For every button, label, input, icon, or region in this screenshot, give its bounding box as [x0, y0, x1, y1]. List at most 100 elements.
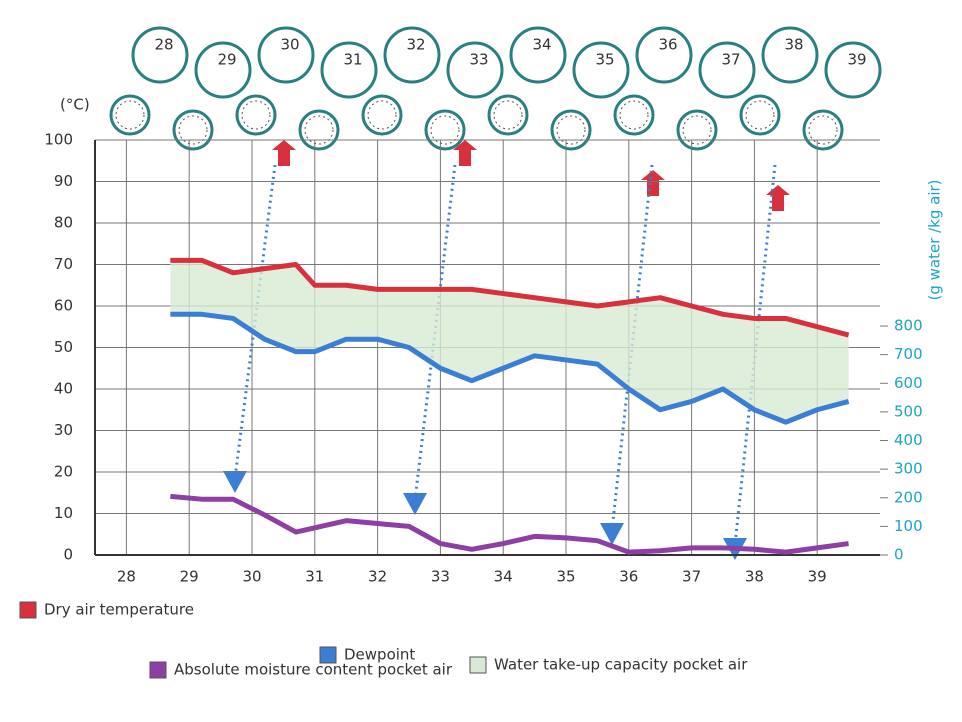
- y-tick-label: 20: [54, 463, 73, 481]
- flow-arrow-head: [403, 493, 427, 515]
- gauge-face: [241, 100, 271, 130]
- y-tick-label: 10: [54, 504, 73, 522]
- gauge: [172, 109, 214, 151]
- series-line: [170, 257, 850, 338]
- cylinder-label: 37: [721, 51, 740, 69]
- gauge: [676, 109, 718, 151]
- cylinder-label: 32: [406, 36, 425, 54]
- gauge-face: [808, 115, 838, 145]
- gauge: [298, 109, 340, 151]
- y2-tick-label: 100: [894, 517, 923, 535]
- gauge: [487, 94, 529, 136]
- gauge: [550, 109, 592, 151]
- red-arrows: [272, 140, 790, 211]
- cylinder: [131, 26, 189, 84]
- cylinder-label: 29: [217, 51, 236, 69]
- gauge-face: [304, 115, 334, 145]
- x-tick-label: 38: [745, 568, 764, 586]
- x-tick-label: 39: [808, 568, 827, 586]
- gauge: [424, 109, 466, 151]
- y2-axis-label: (g water /kg air): [926, 179, 944, 300]
- legend-label: Absolute moisture content pocket air: [174, 661, 453, 679]
- flow-arrow: [610, 164, 654, 531]
- y2-tick-label: 400: [894, 431, 923, 449]
- capacity-band: [170, 260, 849, 423]
- cylinder: [761, 26, 819, 84]
- gauge: [235, 94, 277, 136]
- gauge: [739, 94, 781, 136]
- gauge-face: [367, 100, 397, 130]
- y-tick-label: 50: [54, 338, 73, 356]
- x-tick-label: 37: [682, 568, 701, 586]
- cylinder: [509, 26, 567, 84]
- flow-arrow-head: [223, 471, 247, 493]
- cylinder: [572, 41, 630, 99]
- x-tick-label: 28: [117, 568, 136, 586]
- gauge-face: [493, 100, 523, 130]
- y2-tick-label: 300: [894, 460, 923, 478]
- flow-arrow-head: [600, 523, 624, 545]
- gauge-face: [619, 100, 649, 130]
- cylinder-label: 34: [532, 36, 551, 54]
- x-tick-label: 32: [368, 568, 387, 586]
- cylinder: [320, 41, 378, 99]
- legend-label: Dewpoint: [344, 646, 415, 664]
- flow-arrow: [733, 164, 777, 546]
- legend-swatch: [19, 601, 37, 619]
- cylinder-label: 31: [343, 51, 362, 69]
- y2-tick-label: 800: [894, 317, 923, 335]
- cylinder-label: 36: [658, 36, 677, 54]
- series-line: [170, 493, 849, 555]
- cylinder-label: 35: [595, 51, 614, 69]
- gauge: [109, 94, 151, 136]
- cylinder: [635, 26, 693, 84]
- cylinder-label: 39: [847, 51, 866, 69]
- y2-tick-label: 600: [894, 374, 923, 392]
- cylinder-label: 38: [784, 36, 803, 54]
- gauge-face: [178, 115, 208, 145]
- gauge-face: [745, 100, 775, 130]
- gauge: [613, 94, 655, 136]
- y-tick-label: 90: [54, 172, 73, 190]
- gauge-face: [556, 115, 586, 145]
- y-tick-label: 0: [63, 546, 73, 564]
- x-tick-label: 31: [305, 568, 324, 586]
- gauge: [802, 109, 844, 151]
- cylinder: [446, 41, 504, 99]
- y-tick-label: 100: [44, 131, 73, 149]
- y-tick-label: 40: [54, 380, 73, 398]
- legend-swatch: [149, 661, 167, 679]
- y-tick-label: 30: [54, 421, 73, 439]
- gauge: [361, 94, 403, 136]
- cylinder: [194, 41, 252, 99]
- gauge-face: [682, 115, 712, 145]
- legend-swatch: [319, 646, 337, 664]
- y-tick-label: 80: [54, 214, 73, 232]
- series-line: [170, 311, 850, 425]
- y2-tick-label: 200: [894, 488, 923, 506]
- cylinder-label: 33: [469, 51, 488, 69]
- legend-swatch: [469, 656, 487, 674]
- cylinder: [824, 41, 882, 99]
- legend-label: Dry air temperature: [44, 601, 194, 619]
- x-tick-label: 29: [180, 568, 199, 586]
- y-tick-label: 60: [54, 297, 73, 315]
- y2-tick-label: 700: [894, 345, 923, 363]
- y2-tick-label: 500: [894, 402, 923, 420]
- x-tick-label: 34: [494, 568, 513, 586]
- legend-label: Water take-up capacity pocket air: [494, 656, 748, 674]
- cylinder: [383, 26, 441, 84]
- y-axis-label: (°C): [60, 96, 90, 114]
- gauge-face: [115, 100, 145, 130]
- x-tick-label: 33: [431, 568, 450, 586]
- y-tick-label: 70: [54, 255, 73, 273]
- gauge-face: [430, 115, 460, 145]
- x-tick-label: 30: [242, 568, 261, 586]
- cylinder-label: 28: [154, 36, 173, 54]
- x-tick-label: 35: [556, 568, 575, 586]
- cylinder: [698, 41, 756, 99]
- cylinder: [257, 26, 315, 84]
- cylinder-label: 30: [280, 36, 299, 54]
